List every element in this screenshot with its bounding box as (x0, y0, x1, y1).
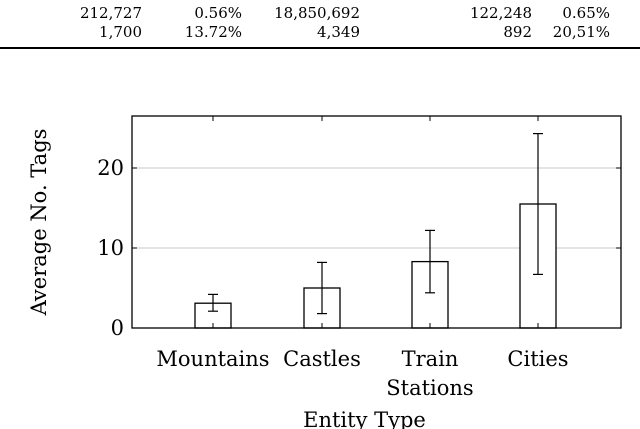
axis-ticks (132, 116, 621, 329)
x-tick-label: Train (402, 347, 459, 371)
x-tick-label: Castles (283, 347, 361, 371)
plot-frame (131, 115, 622, 329)
table-cell: 892 (503, 23, 532, 41)
error-bars (208, 133, 543, 315)
x-axis-label: Entity Type (303, 408, 426, 429)
x-tick-label: Cities (507, 347, 568, 371)
tick-labels: 0 10 20 Mountains Castles Train Stations Cities (97, 156, 568, 400)
table-cell: 18,850,692 (274, 4, 360, 22)
table-cell: 0.56% (194, 4, 242, 22)
table-cell: 13.72% (184, 23, 242, 41)
table-cell: 4,349 (317, 23, 360, 41)
table-bottom-rule (0, 47, 640, 49)
table-cell: 122,248 (469, 4, 532, 22)
x-tick-label: Mountains (156, 347, 269, 371)
y-tick-label: 20 (97, 156, 124, 180)
table-cell: 1,700 (99, 23, 142, 41)
x-tick-label: Stations (386, 376, 473, 400)
table-cell: 212,727 (79, 4, 142, 22)
bars (194, 203, 557, 329)
y-tick-label: 0 (111, 316, 124, 340)
y-axis-label: Average No. Tags (27, 129, 51, 317)
y-tick-label: 10 (97, 236, 124, 260)
table-cell: 20,51% (552, 23, 610, 41)
table-fragment: 212,727 0.56% 18,850,692 122,248 0.65% 1… (0, 0, 640, 52)
table-cell: 0.65% (562, 4, 610, 22)
